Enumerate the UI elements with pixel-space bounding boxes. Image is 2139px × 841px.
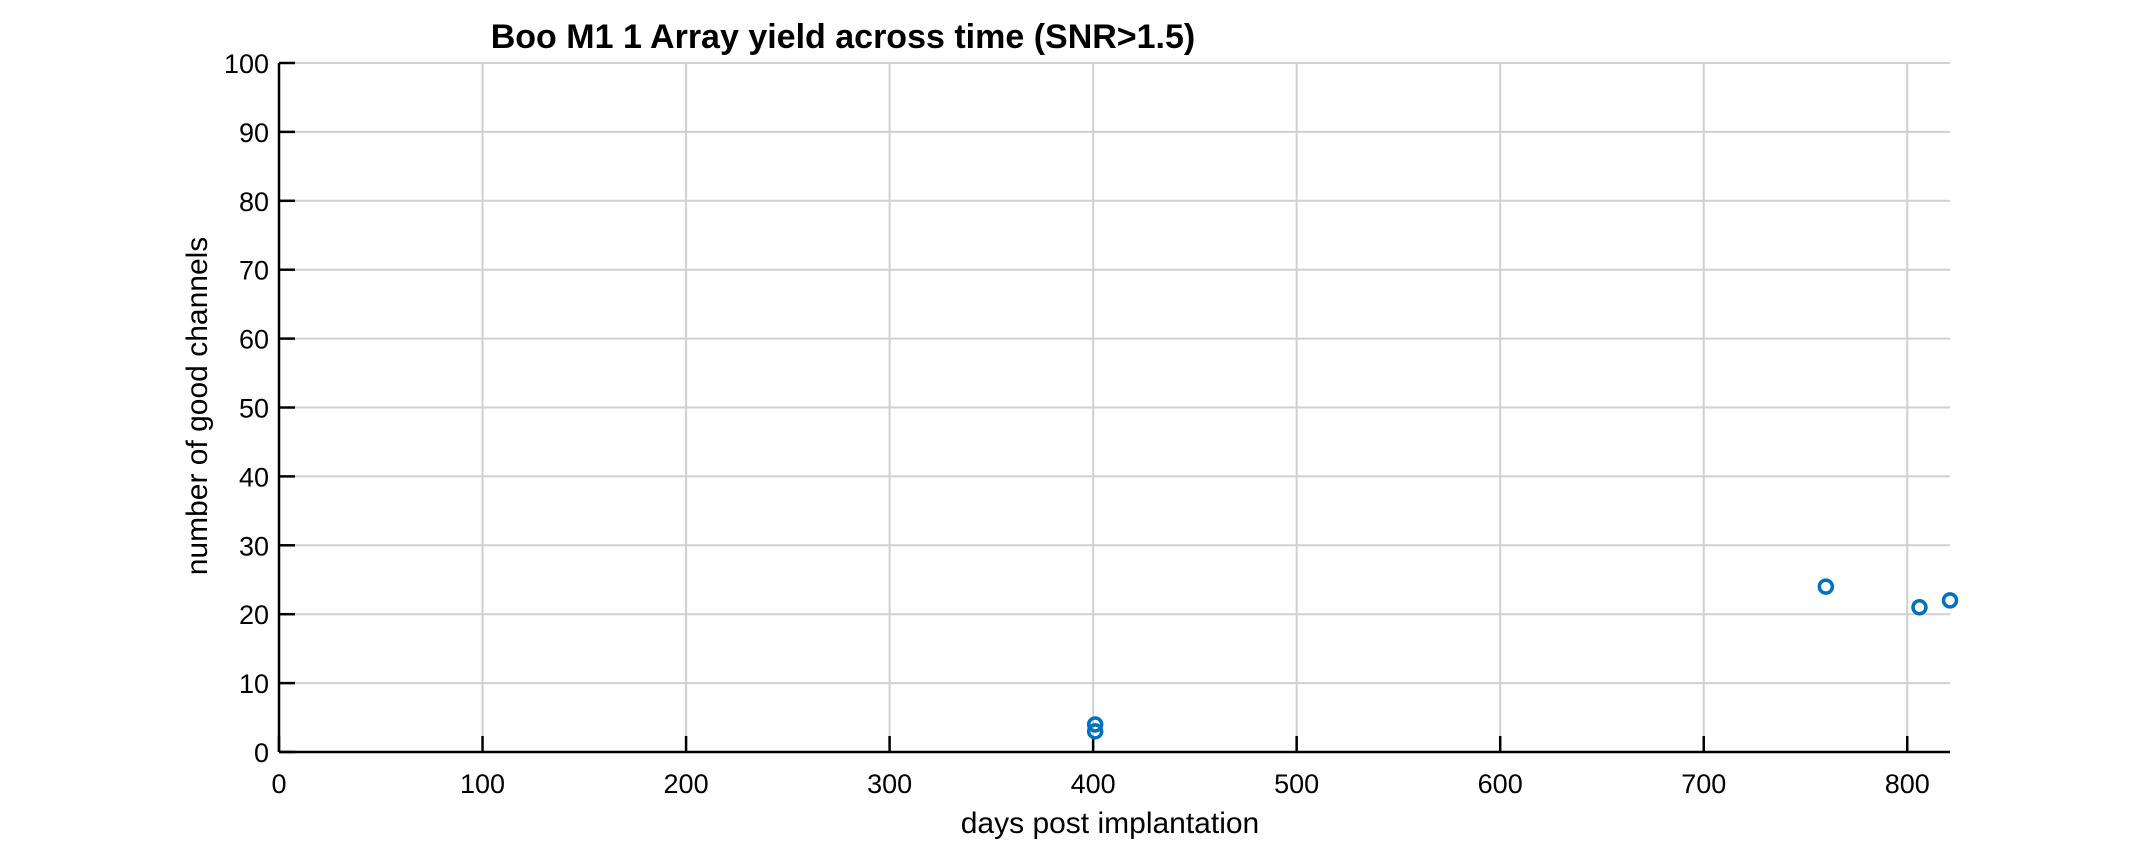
x-tick-label: 400 [1071, 769, 1116, 799]
y-tick-label: 60 [239, 325, 269, 355]
y-tick-label: 50 [239, 394, 269, 424]
y-axis-label: number of good channels [181, 237, 214, 576]
data-point [1086, 723, 1104, 740]
y-tick-label: 70 [239, 256, 269, 286]
data-point [1941, 592, 1959, 609]
y-tick-label: 90 [239, 118, 269, 148]
x-tick-label: 100 [460, 769, 505, 799]
x-tick-label: 700 [1681, 769, 1726, 799]
data-point [1817, 578, 1835, 595]
y-tick-label: 100 [224, 49, 269, 79]
tick-labels: 0 100 200 300 400 500 600 700 800 0 10 20 30 40 50 60 70… [224, 49, 1930, 799]
x-axis-label: days post implantation [961, 807, 1260, 840]
data-point [1086, 716, 1104, 733]
x-tick-label: 200 [664, 769, 709, 799]
data-points [1086, 578, 1959, 740]
x-tick-label: 800 [1885, 769, 1930, 799]
y-tick-label: 30 [239, 531, 269, 561]
y-tick-label: 0 [254, 738, 269, 768]
axes [277, 61, 1950, 754]
y-tick-label: 40 [239, 462, 269, 492]
y-tick-label: 10 [239, 669, 269, 699]
y-tick-label: 20 [239, 600, 269, 630]
x-tick-label: 500 [1274, 769, 1319, 799]
chart-title: Boo M1 1 Array yield across time (SNR>1.… [491, 18, 1196, 56]
y-tick-label: 80 [239, 187, 269, 217]
data-point [1911, 599, 1928, 616]
x-tick-label: 300 [867, 769, 912, 799]
x-tick-label: 0 [271, 769, 286, 799]
x-tick-label: 600 [1478, 769, 1523, 799]
grid-lines [279, 62, 1950, 752]
